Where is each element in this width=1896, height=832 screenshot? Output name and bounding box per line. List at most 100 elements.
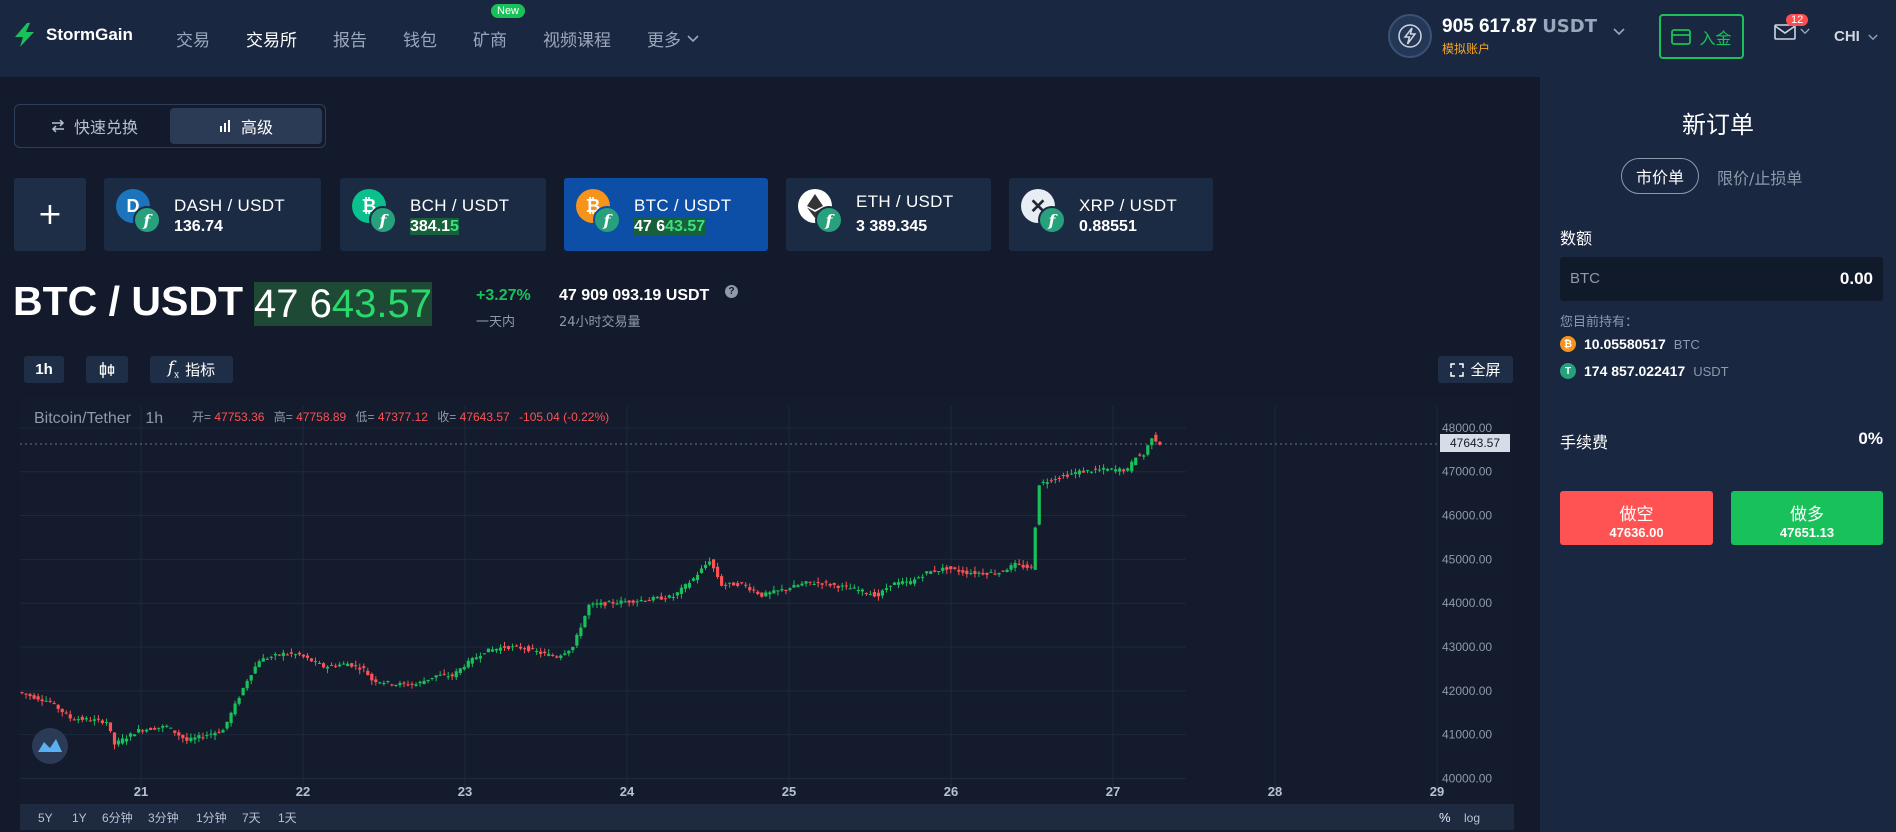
candle-up <box>852 587 856 589</box>
nav-reports[interactable]: 报告 <box>333 26 367 51</box>
price-chart-svg[interactable]: 40000.00 41000.00 42000.00 43000.00 44000.00… <box>20 396 1514 830</box>
pair-card-btc[interactable]: ₿ f BTC / USDT 47 643.57 <box>564 178 768 251</box>
candle-up <box>691 578 696 581</box>
candle-down <box>732 582 736 586</box>
candle-up <box>205 735 209 737</box>
range-button[interactable]: 5Y <box>38 811 53 825</box>
candle-up <box>269 656 273 658</box>
mail-count-badge: 12 <box>1786 14 1809 26</box>
candle-down <box>289 652 293 654</box>
candle-up <box>780 589 784 591</box>
candle-down <box>1061 474 1065 476</box>
fullscreen-button[interactable]: 全屏 <box>1438 356 1513 383</box>
add-pair-button[interactable]: + <box>14 178 86 251</box>
candle-up <box>378 682 382 684</box>
candle-down <box>522 648 527 650</box>
language-selector[interactable]: CHI <box>1834 28 1878 45</box>
candle-up <box>921 576 925 578</box>
nav-exchange[interactable]: 交易所 <box>246 26 297 51</box>
amount-input[interactable]: BTC 0.00 <box>1560 257 1883 301</box>
candle-up <box>892 582 897 585</box>
indicators-button[interactable]: fx 指标 <box>150 356 233 383</box>
candle-down <box>277 654 281 656</box>
limit-stop-tab[interactable]: 限价/止损单 <box>1717 169 1803 188</box>
candle-down <box>715 566 720 577</box>
interval-button[interactable]: 1h <box>24 356 64 383</box>
candle-down <box>1138 454 1142 456</box>
balance-amount: 905 617.87 <box>1442 15 1538 37</box>
range-button[interactable]: 3分钟 <box>148 810 179 825</box>
candle-up <box>904 581 909 583</box>
x-tick-label: 23 <box>458 784 472 799</box>
candle-down <box>748 587 752 591</box>
candle-down <box>217 731 221 733</box>
legend-low: 47377.12 <box>378 410 428 424</box>
range-button[interactable]: 7天 <box>242 811 261 825</box>
nav-video-courses[interactable]: 视频课程 <box>543 26 611 51</box>
candle-up <box>1033 527 1037 570</box>
range-button[interactable]: 1Y <box>72 811 87 825</box>
nav-wallet[interactable]: 钱包 <box>403 26 437 51</box>
y-tick-label: 46000.00 <box>1442 509 1492 523</box>
candle-up <box>293 654 298 656</box>
range-button[interactable]: 1天 <box>278 811 297 825</box>
range-button[interactable]: 1分钟 <box>196 810 227 825</box>
pair-card-eth[interactable]: f ETH / USDT 3 389.345 <box>786 178 991 251</box>
balance-currency: USDT <box>1542 15 1597 37</box>
sell-short-button[interactable]: 做空 47636.00 <box>1560 491 1713 545</box>
candle-up <box>462 667 466 670</box>
nav-miner[interactable]: New 矿商 <box>473 4 526 51</box>
candle-up <box>880 590 885 596</box>
candle-down <box>285 654 289 656</box>
candle-up <box>241 688 245 696</box>
tether-mini-icon: f <box>593 206 621 234</box>
chart-type-button[interactable] <box>86 356 128 383</box>
nav-more[interactable]: 更多 <box>647 26 699 51</box>
account-balance[interactable]: 905 617.87 USDT 模拟账户 <box>1388 14 1625 58</box>
log-scale-toggle[interactable]: log <box>1464 811 1480 825</box>
candle-down <box>1049 480 1053 482</box>
chevron-down-icon <box>1868 34 1878 41</box>
percent-scale-toggle[interactable]: % <box>1439 810 1451 825</box>
candle-up <box>438 674 442 676</box>
candle-up <box>796 585 800 587</box>
candle-down <box>627 600 631 603</box>
candle-down <box>611 602 615 604</box>
candle-up <box>941 567 945 571</box>
x-tick-label: 27 <box>1106 784 1120 799</box>
candle-up <box>1009 565 1013 570</box>
brand-logo[interactable]: StormGain <box>12 22 133 48</box>
price-chart[interactable]: 40000.00 41000.00 42000.00 43000.00 44000.00… <box>20 396 1514 830</box>
advanced-tab[interactable]: 高级 <box>170 108 322 144</box>
pair-card-dash[interactable]: D f DASH / USDT 136.74 <box>104 178 321 251</box>
candle-up <box>161 725 165 728</box>
market-order-tab[interactable]: 市价单 <box>1621 158 1699 194</box>
candle-up <box>434 675 438 678</box>
candle-up <box>547 653 551 656</box>
candle-down <box>820 583 824 585</box>
pair-card-bch[interactable]: ₿ f BCH / USDT 384.15 <box>340 178 546 251</box>
candle-up <box>76 719 80 721</box>
candle-up <box>1105 469 1110 471</box>
candle-up <box>1114 469 1118 472</box>
candle-up <box>132 734 137 737</box>
candle-up <box>426 679 430 682</box>
range-button[interactable]: 6分钟 <box>102 810 133 825</box>
candle-up <box>482 653 486 655</box>
candle-up <box>567 650 571 654</box>
nav-trade[interactable]: 交易 <box>176 26 210 51</box>
mail-button[interactable]: 12 <box>1774 14 1810 44</box>
candle-down <box>309 658 314 662</box>
candle-up <box>1013 562 1017 568</box>
candle-down <box>330 664 334 666</box>
pair-card-xrp[interactable]: ✕ f XRP / USDT 0.88551 <box>1009 178 1213 251</box>
buy-long-button[interactable]: 做多 47651.13 <box>1731 491 1883 545</box>
amount-value[interactable]: 0.00 <box>1839 269 1873 288</box>
deposit-button[interactable]: 入金 <box>1659 14 1744 59</box>
swap-arrows-icon <box>51 119 65 133</box>
candle-down <box>756 591 760 595</box>
candle-down <box>543 651 547 654</box>
help-icon[interactable]: ? <box>725 285 738 298</box>
quick-swap-tab[interactable]: 快速兑换 <box>18 108 170 144</box>
candle-down <box>32 695 36 699</box>
